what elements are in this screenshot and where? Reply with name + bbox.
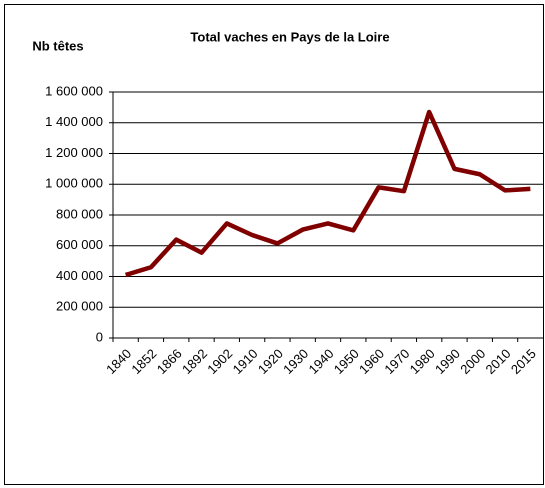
y-tick-label: 1 200 000 bbox=[45, 145, 103, 160]
y-tick-label: 1 600 000 bbox=[45, 83, 103, 98]
y-axis-label: Nb têtes bbox=[32, 38, 83, 53]
y-tick-label: 800 000 bbox=[56, 206, 103, 221]
y-tick-label: 400 000 bbox=[56, 268, 103, 283]
y-tick-label: 600 000 bbox=[56, 237, 103, 252]
y-tick-label: 200 000 bbox=[56, 299, 103, 314]
data-line bbox=[124, 109, 531, 278]
y-tick-label: 1 000 000 bbox=[45, 176, 103, 191]
chart-title: Total vaches en Pays de la Loire bbox=[190, 29, 389, 44]
y-tick-label: 0 bbox=[96, 329, 103, 344]
y-tick-label: 1 400 000 bbox=[45, 114, 103, 129]
